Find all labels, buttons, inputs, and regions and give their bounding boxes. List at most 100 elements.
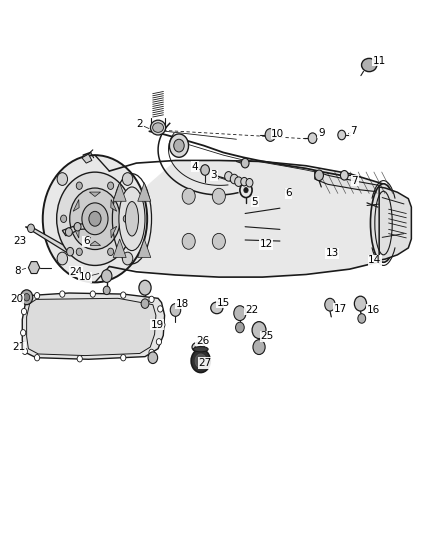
Circle shape [236, 322, 244, 333]
Circle shape [148, 352, 158, 364]
Circle shape [174, 139, 184, 152]
Circle shape [21, 329, 26, 336]
Polygon shape [89, 241, 101, 246]
Polygon shape [110, 160, 384, 277]
Circle shape [108, 182, 114, 189]
Text: 21: 21 [12, 342, 25, 352]
Circle shape [246, 179, 253, 187]
Polygon shape [138, 239, 151, 257]
Ellipse shape [192, 342, 204, 352]
Text: 10: 10 [271, 129, 284, 139]
Text: 7: 7 [351, 175, 358, 185]
Circle shape [149, 349, 154, 356]
Circle shape [170, 304, 181, 317]
Circle shape [103, 286, 110, 295]
Circle shape [340, 171, 348, 180]
Circle shape [212, 188, 226, 204]
Circle shape [67, 247, 74, 256]
Circle shape [182, 233, 195, 249]
Text: 26: 26 [196, 336, 209, 346]
Polygon shape [28, 262, 40, 273]
Text: 20: 20 [10, 294, 23, 304]
Circle shape [234, 306, 246, 320]
Circle shape [325, 298, 335, 311]
Circle shape [60, 215, 67, 222]
Circle shape [315, 170, 323, 181]
Circle shape [21, 309, 27, 315]
Circle shape [57, 252, 67, 265]
Text: 17: 17 [333, 304, 346, 314]
Polygon shape [62, 223, 95, 236]
Polygon shape [25, 227, 73, 254]
Circle shape [65, 228, 72, 236]
Text: 3: 3 [211, 171, 217, 180]
Circle shape [265, 128, 276, 141]
Text: 15: 15 [217, 297, 230, 308]
Circle shape [244, 188, 248, 193]
Text: 9: 9 [318, 128, 325, 138]
Polygon shape [22, 293, 165, 359]
Text: 18: 18 [175, 298, 189, 309]
Circle shape [82, 203, 108, 235]
Polygon shape [138, 183, 151, 201]
Circle shape [102, 270, 112, 282]
Circle shape [149, 296, 154, 303]
Polygon shape [111, 199, 117, 211]
Text: 22: 22 [245, 305, 258, 315]
Circle shape [22, 348, 28, 354]
Circle shape [338, 130, 346, 140]
Polygon shape [113, 183, 126, 201]
Text: 19: 19 [151, 320, 164, 330]
Polygon shape [379, 187, 411, 260]
Circle shape [43, 155, 147, 282]
Circle shape [158, 306, 163, 312]
Circle shape [139, 280, 151, 295]
Circle shape [195, 354, 206, 368]
Polygon shape [73, 226, 79, 238]
Circle shape [35, 354, 40, 361]
Circle shape [76, 182, 82, 189]
Circle shape [201, 165, 209, 175]
Circle shape [212, 233, 226, 249]
Circle shape [35, 293, 40, 299]
Circle shape [21, 290, 33, 305]
Circle shape [354, 296, 367, 311]
Circle shape [77, 356, 82, 362]
Polygon shape [27, 298, 156, 356]
Text: 6: 6 [83, 236, 89, 246]
Ellipse shape [150, 120, 166, 135]
Circle shape [57, 172, 133, 265]
Ellipse shape [211, 302, 223, 314]
Text: 14: 14 [368, 255, 381, 265]
Circle shape [241, 177, 248, 186]
Circle shape [170, 134, 188, 157]
Circle shape [241, 158, 249, 168]
Circle shape [308, 133, 317, 143]
Circle shape [358, 314, 366, 323]
Circle shape [74, 222, 81, 231]
Ellipse shape [371, 184, 396, 262]
Text: 25: 25 [260, 332, 273, 342]
Circle shape [253, 340, 265, 354]
Polygon shape [73, 199, 79, 211]
Circle shape [60, 291, 65, 297]
Text: 10: 10 [78, 272, 92, 282]
Ellipse shape [119, 187, 145, 251]
Text: 13: 13 [325, 248, 339, 259]
Circle shape [70, 188, 120, 249]
Circle shape [123, 215, 129, 222]
Circle shape [108, 248, 114, 255]
Text: 8: 8 [14, 266, 21, 276]
Text: 7: 7 [350, 126, 357, 136]
Ellipse shape [193, 346, 208, 352]
Circle shape [76, 248, 82, 255]
Polygon shape [82, 154, 92, 163]
Circle shape [182, 188, 195, 204]
Text: 16: 16 [367, 305, 380, 315]
Ellipse shape [152, 123, 163, 132]
Circle shape [89, 212, 101, 226]
Ellipse shape [361, 59, 377, 71]
Text: 24: 24 [70, 267, 83, 277]
Ellipse shape [195, 344, 201, 350]
Text: 23: 23 [13, 236, 26, 246]
